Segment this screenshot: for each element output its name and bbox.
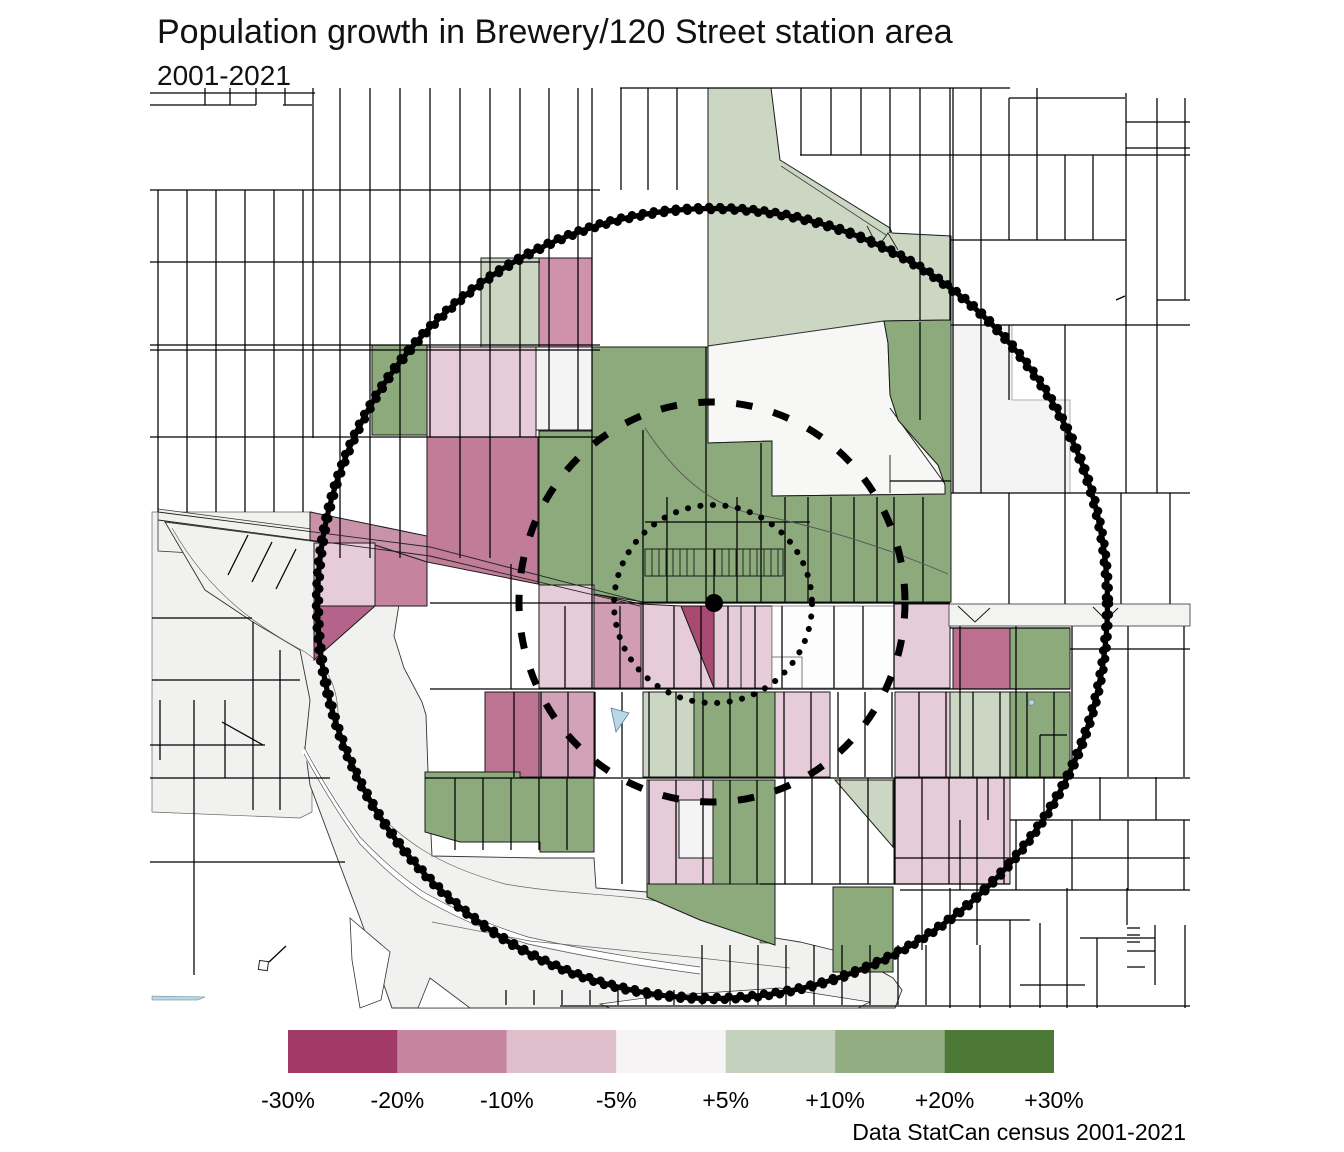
svg-text:Data StatCan census 2001-2021: Data StatCan census 2001-2021 <box>852 1119 1186 1145</box>
svg-text:+5%: +5% <box>702 1087 749 1113</box>
svg-text:-30%: -30% <box>261 1087 315 1113</box>
svg-text:-10%: -10% <box>480 1087 534 1113</box>
svg-text:Population growth in Brewery/1: Population growth in Brewery/120 Street … <box>157 13 953 51</box>
svg-text:-5%: -5% <box>596 1087 637 1113</box>
svg-text:+10%: +10% <box>805 1087 864 1113</box>
svg-text:+30%: +30% <box>1024 1087 1083 1113</box>
svg-text:-20%: -20% <box>371 1087 425 1113</box>
svg-text:2001-2021: 2001-2021 <box>157 60 291 91</box>
svg-text:+20%: +20% <box>915 1087 974 1113</box>
